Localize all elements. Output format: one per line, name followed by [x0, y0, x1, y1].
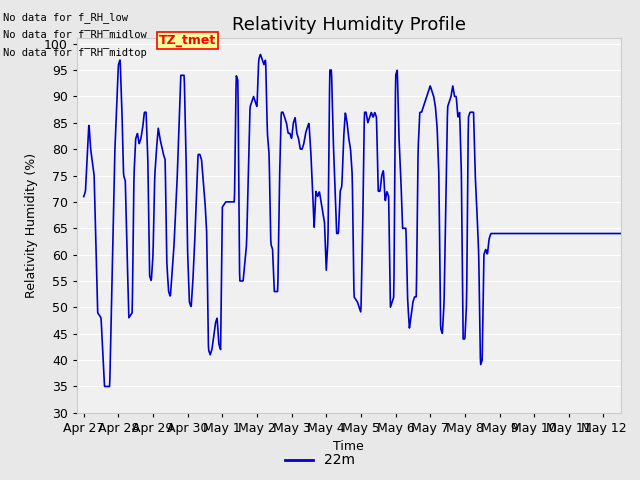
- Title: Relativity Humidity Profile: Relativity Humidity Profile: [232, 16, 466, 34]
- Legend: 22m: 22m: [280, 448, 360, 473]
- Y-axis label: Relativity Humidity (%): Relativity Humidity (%): [26, 153, 38, 298]
- Text: No data for f_RH_low: No data for f_RH_low: [3, 12, 128, 23]
- X-axis label: Time: Time: [333, 440, 364, 454]
- Text: No data for f̅RH̅midtop: No data for f̅RH̅midtop: [3, 48, 147, 59]
- Text: TZ_tmet: TZ_tmet: [158, 34, 216, 47]
- Text: No data for f̅RH̅midlow: No data for f̅RH̅midlow: [3, 30, 147, 40]
